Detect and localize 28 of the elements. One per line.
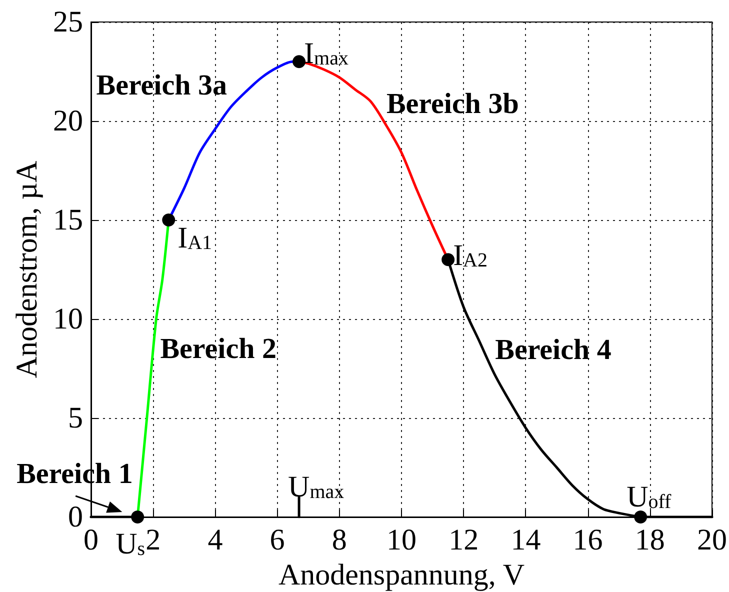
- annotation: IA2: [453, 239, 488, 272]
- annotation: Us: [116, 528, 146, 560]
- annotation: Umax: [288, 470, 344, 504]
- annotation: IA1: [178, 222, 212, 254]
- x-tick-label: 16: [572, 524, 603, 556]
- y-tick-label: 15: [53, 204, 83, 236]
- x-tick-label: 4: [208, 524, 223, 556]
- annotation: Uoff: [626, 480, 672, 514]
- x-tick-label: 12: [448, 524, 479, 556]
- x-tick-label: 8: [332, 524, 347, 556]
- x-axis-title: Anodenspannung, V: [278, 558, 525, 592]
- series-label: Bereich 3a: [96, 69, 228, 102]
- y-tick-label: 5: [68, 402, 83, 434]
- x-tick-label: 2: [146, 524, 161, 556]
- annotation: Imax: [304, 37, 348, 70]
- y-tick-label: 20: [53, 104, 83, 138]
- x-tick-label: 6: [270, 524, 285, 556]
- x-tick-label: 20: [697, 524, 727, 556]
- x-tick-label: 14: [510, 524, 541, 556]
- series-label: Bereich 2: [160, 333, 276, 365]
- y-tick-label: 0: [68, 500, 83, 534]
- y-axis-title: Anodenstrom, µA: [10, 160, 44, 378]
- x-tick-label: 18: [634, 524, 665, 556]
- series-label: Bereich 3b: [386, 88, 519, 120]
- x-tick-label: 10: [386, 524, 416, 556]
- series-label: Bereich 4: [495, 334, 612, 366]
- y-tick-label: 25: [53, 6, 83, 38]
- y-tick-label: 10: [53, 302, 83, 336]
